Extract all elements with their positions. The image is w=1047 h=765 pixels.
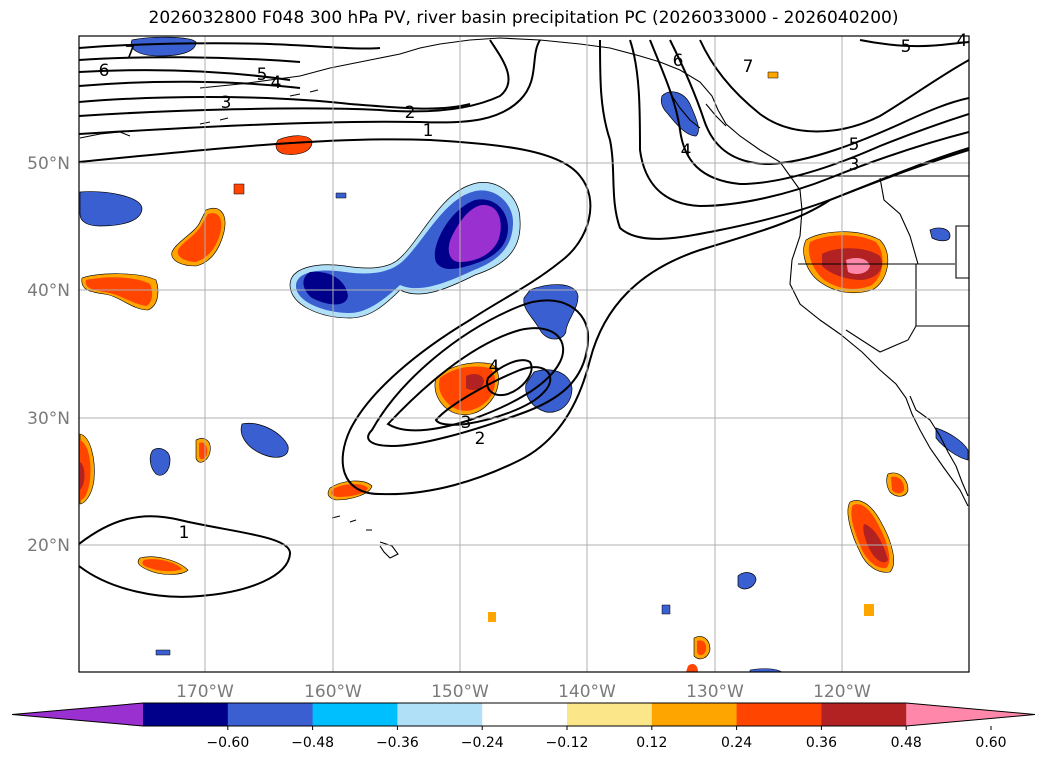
lon-label: 130°W — [686, 682, 744, 702]
graticule — [79, 36, 969, 672]
colorbar-tick-label: 0.12 — [636, 735, 667, 751]
contour-label: 5 — [849, 135, 860, 155]
colorbar-tick-label: 0.36 — [806, 735, 837, 751]
colorbar-extend-high — [906, 703, 1035, 726]
lat-label: 20°N — [27, 536, 70, 556]
colorbar-segment — [567, 703, 653, 726]
coastlines — [79, 37, 969, 559]
contour-label: 1 — [179, 523, 190, 543]
contour-label: 4 — [957, 31, 968, 51]
positive-precip-anomalies — [79, 71, 909, 672]
contour-label: 3 — [461, 413, 472, 433]
colorbar-tick-label: −0.48 — [291, 735, 334, 751]
contour-label: 3 — [221, 93, 232, 113]
contour-label: 6 — [673, 51, 684, 71]
colorbar-tick-label: −0.36 — [376, 735, 419, 751]
contour-label: 2 — [405, 103, 416, 123]
pv-contours — [79, 39, 969, 598]
lon-label: 150°W — [431, 682, 489, 702]
colorbar-tick-label: −0.60 — [206, 735, 249, 751]
colorbar-segment — [736, 703, 822, 726]
colorbar-tick-label: −0.12 — [546, 735, 589, 751]
contour-labels: 7 6 5 4 3 2 1 6 7 4 5 3 5 4 4 3 2 1 — [99, 31, 968, 543]
colorbar-extend-low — [12, 703, 143, 726]
lat-label: 40°N — [27, 281, 70, 301]
contour-label: 4 — [489, 357, 500, 377]
map-frame — [78, 35, 970, 673]
colorbar-segment — [482, 703, 568, 726]
map-title: 2026032800 F048 300 hPa PV, river basin … — [148, 8, 899, 28]
colorbar-segment — [312, 703, 398, 726]
lon-label: 170°W — [176, 682, 234, 702]
colorbar-outline — [11, 702, 1036, 727]
colorbar-tick-label: 0.24 — [721, 735, 752, 751]
contour-label: 5 — [257, 65, 268, 85]
contour-label: 6 — [99, 61, 110, 81]
contour-label: 4 — [271, 73, 282, 93]
contour-label: 3 — [849, 155, 860, 175]
contour-label: 2 — [475, 429, 486, 449]
negative-precip-anomalies — [79, 36, 969, 672]
contour-label: 7 — [125, 43, 136, 63]
contour-label: 4 — [681, 141, 692, 161]
colorbar-tick-label: 0.48 — [891, 735, 922, 751]
colorbar-segment — [821, 703, 907, 726]
colorbar: −0.60 −0.48 −0.36 −0.24 −0.12 0.12 0.24 0.36 0.4… — [11, 702, 1036, 751]
contour-label: 5 — [901, 37, 912, 57]
colorbar-tick-label: −0.24 — [461, 735, 504, 751]
colorbar-segment — [227, 703, 314, 726]
lon-label: 140°W — [558, 682, 616, 702]
colorbar-segment — [397, 703, 483, 726]
colorbar-tick-label: 0.60 — [975, 735, 1006, 751]
contour-label: 1 — [423, 121, 434, 141]
colorbar-segment — [651, 703, 738, 726]
longitude-labels: 170°W 160°W 150°W 140°W 130°W 120°W — [176, 682, 871, 702]
lat-label: 30°N — [27, 409, 70, 429]
latitude-labels: 50°N 40°N 30°N 20°N — [27, 154, 70, 556]
lon-label: 160°W — [304, 682, 362, 702]
contour-label: 7 — [743, 57, 754, 77]
lat-label: 50°N — [27, 154, 70, 174]
colorbar-segment — [143, 703, 229, 726]
lon-label: 120°W — [813, 682, 871, 702]
map-area — [79, 36, 969, 672]
